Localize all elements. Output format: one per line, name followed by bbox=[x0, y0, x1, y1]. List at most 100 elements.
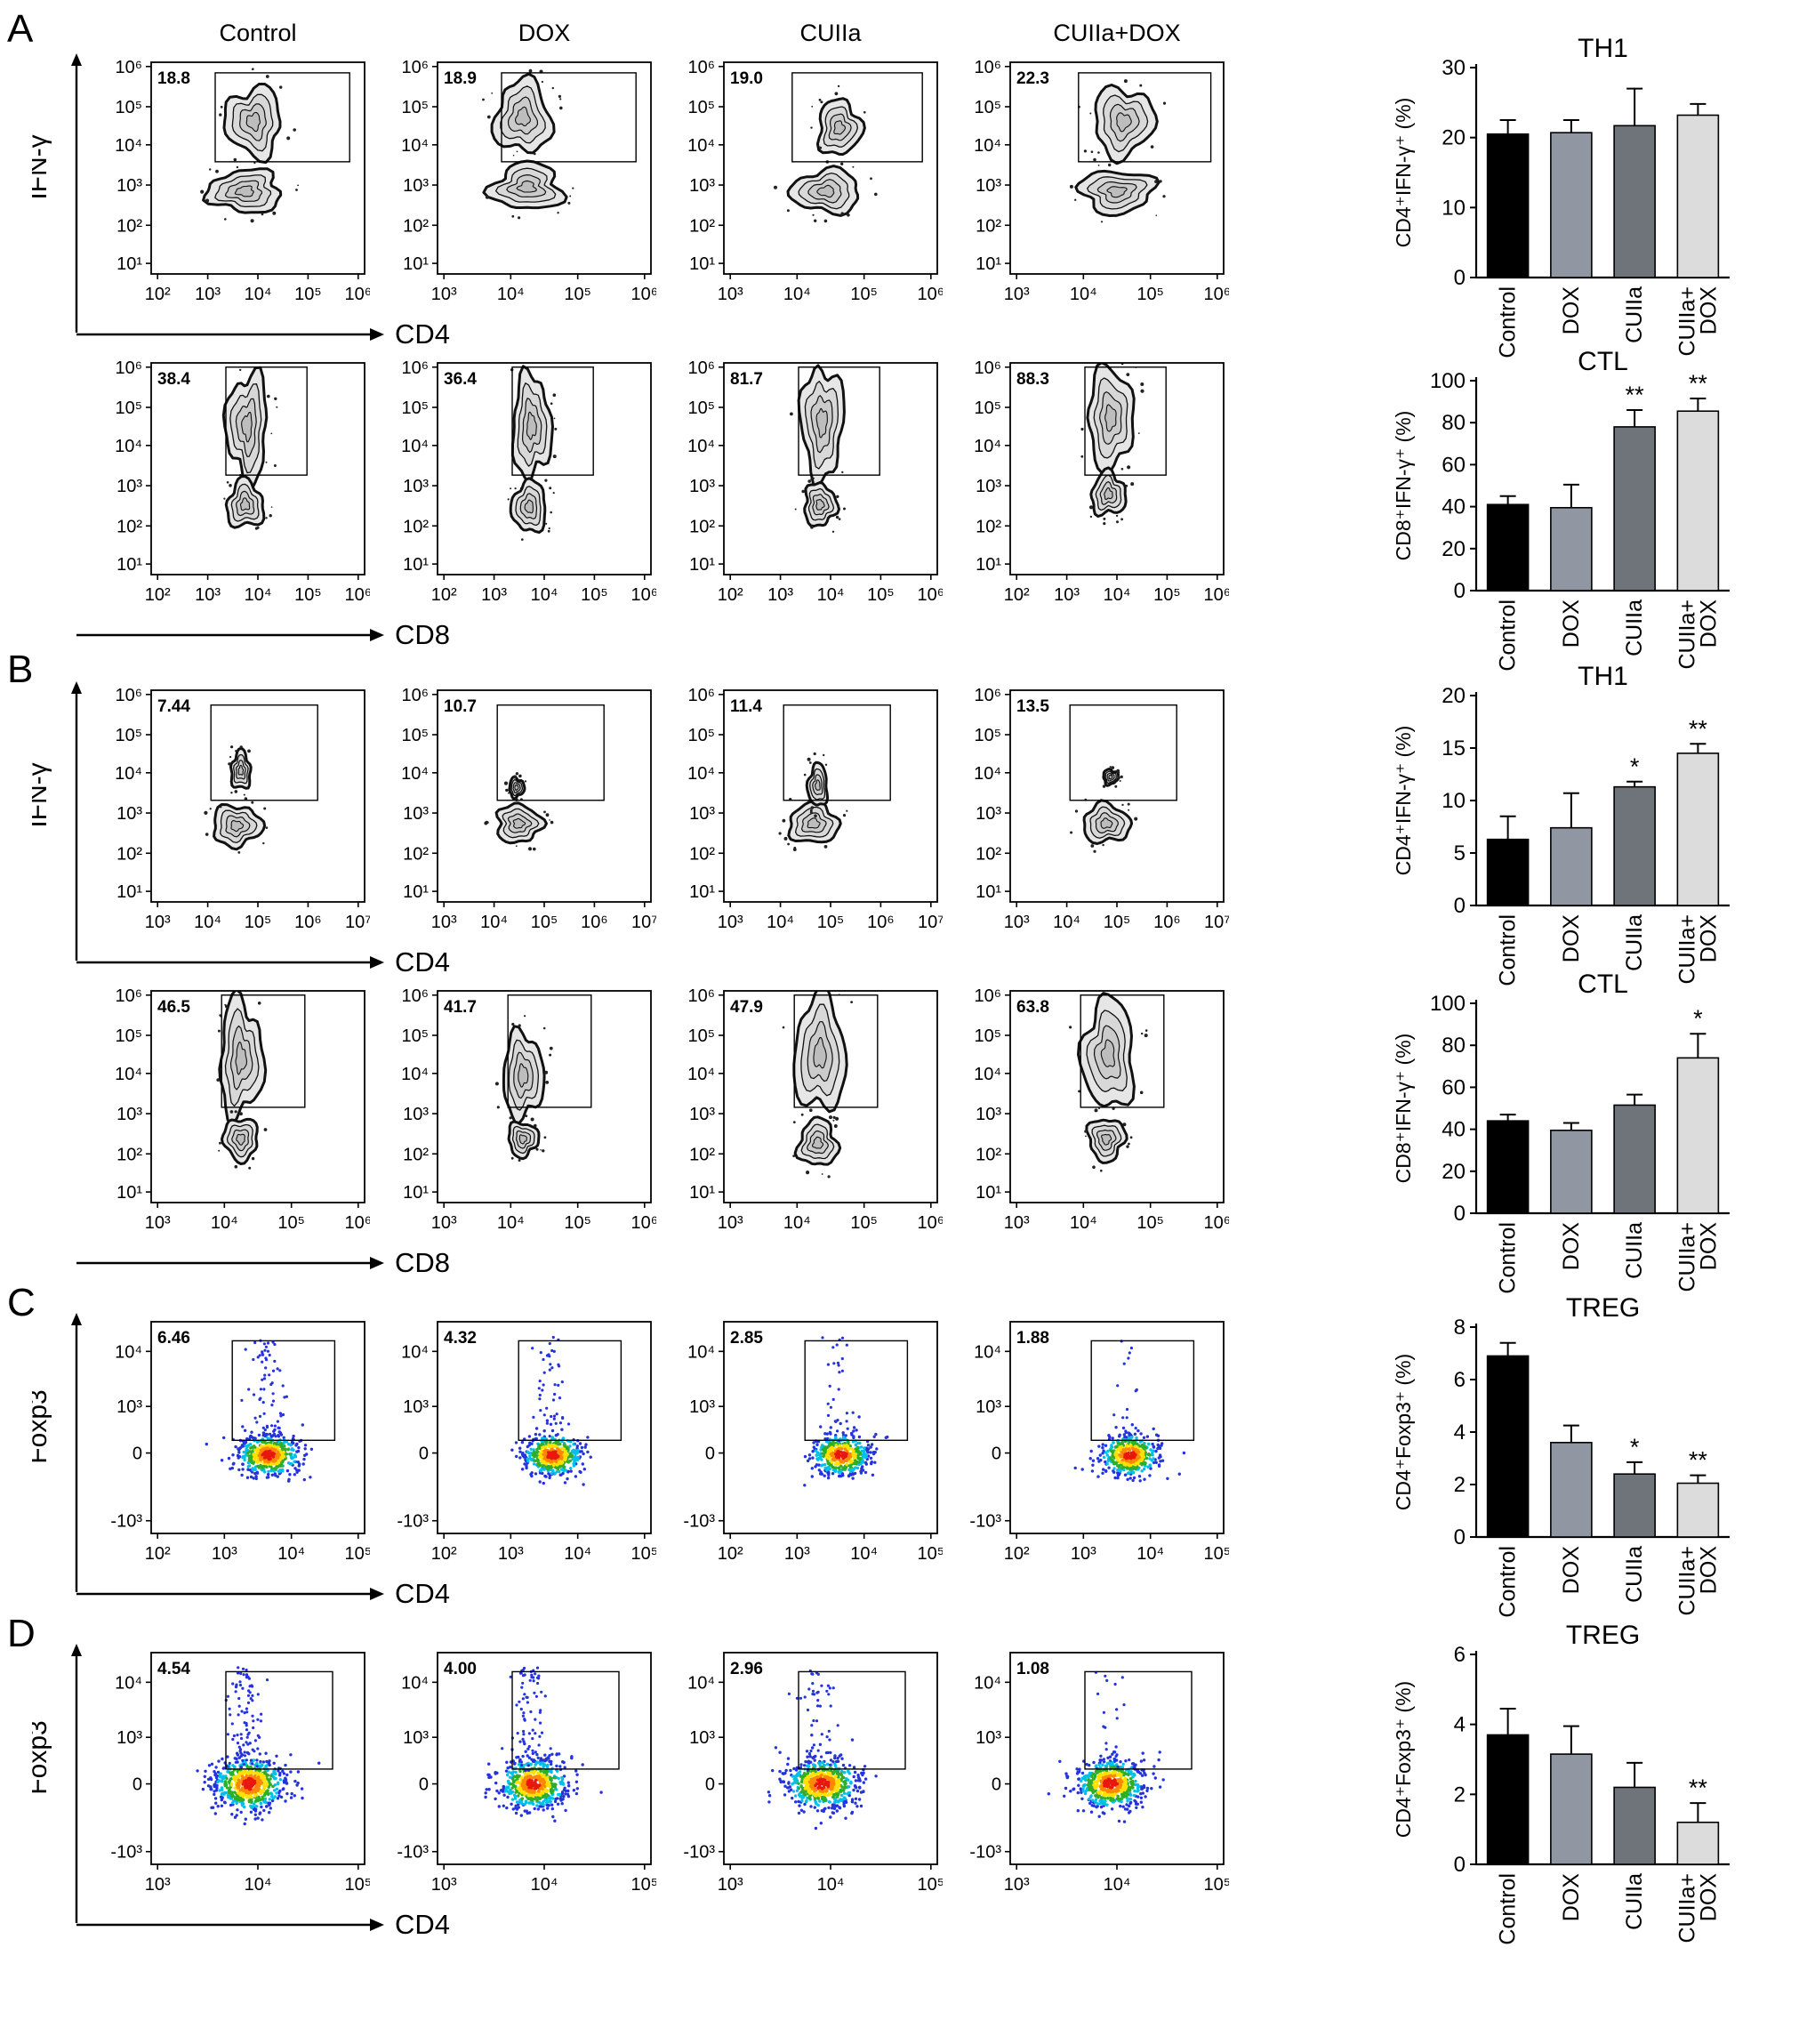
arrow-right-icon bbox=[370, 1919, 384, 1931]
y-tick-label: 10⁵ bbox=[974, 398, 1001, 418]
x-tick-label: 10⁵ bbox=[294, 285, 322, 304]
gate-percentage: 63.8 bbox=[1016, 998, 1049, 1017]
plot-content bbox=[484, 1666, 603, 1823]
gate-percentage: 18.9 bbox=[444, 69, 477, 88]
y-tick-label: 0 bbox=[1454, 579, 1466, 603]
plot-frame bbox=[437, 689, 652, 903]
x-tick-label: 10⁶ bbox=[345, 285, 370, 304]
y-tick-label: 10⁶ bbox=[402, 58, 429, 77]
y-axis-title: CD4⁺Foxp3⁺ (%) bbox=[1392, 1681, 1415, 1838]
gate-percentage: 38.4 bbox=[157, 370, 190, 389]
gate-percentage: 36.4 bbox=[444, 370, 477, 389]
column-title-2: DOX bbox=[518, 20, 571, 46]
x-tick-label: 10⁵ bbox=[850, 1213, 878, 1233]
y-tick-label: 10¹ bbox=[689, 882, 715, 902]
x-tick-label: 10⁴ bbox=[850, 1544, 878, 1564]
gate-percentage: 19.0 bbox=[730, 69, 763, 88]
y-tick-label: 10⁴ bbox=[115, 136, 142, 156]
gate bbox=[221, 994, 306, 1108]
plot-frame bbox=[1009, 689, 1225, 903]
gate bbox=[225, 1670, 333, 1770]
y-tick-label: 10³ bbox=[689, 804, 715, 824]
x-tick-label: 10⁵ bbox=[345, 1544, 370, 1564]
y-tick-label: 0 bbox=[1454, 266, 1466, 290]
x-tick-label: 10⁶ bbox=[918, 1213, 943, 1233]
y-tick-label: -10³ bbox=[969, 1512, 1001, 1532]
category-label: CUIIa+ bbox=[1674, 1546, 1699, 1616]
category-label: DOX bbox=[1696, 1873, 1721, 1922]
gate-percentage: 47.9 bbox=[730, 998, 763, 1017]
y-tick-label: 10³ bbox=[403, 176, 429, 196]
x-tick-label: 10⁵ bbox=[245, 913, 272, 932]
bar-control bbox=[1486, 133, 1530, 278]
x-tick-label: 10³ bbox=[1004, 1213, 1030, 1233]
x-tick-label: 10⁵ bbox=[850, 285, 878, 304]
y-tick-label: -10³ bbox=[683, 1843, 715, 1863]
gate bbox=[231, 1340, 336, 1441]
gate bbox=[804, 1340, 909, 1441]
x-tick-label: 10⁴ bbox=[767, 913, 794, 932]
x-tick-label: 10⁶ bbox=[581, 913, 607, 932]
bar-cuiia+dox bbox=[1676, 1482, 1720, 1538]
y-tick-label: 10² bbox=[116, 216, 142, 236]
bar-control bbox=[1486, 838, 1530, 906]
x-axis-label: CD4 bbox=[395, 1578, 450, 1609]
x-tick-label: 10⁵ bbox=[581, 585, 608, 605]
plot-content bbox=[510, 1335, 592, 1486]
bar-dox bbox=[1550, 506, 1593, 591]
y-tick-label: 10³ bbox=[116, 1397, 142, 1417]
y-tick-label: 0 bbox=[133, 1775, 142, 1795]
contour-cluster bbox=[503, 772, 527, 801]
x-tick-label: 10⁶ bbox=[867, 913, 894, 932]
gate bbox=[507, 994, 592, 1108]
y-tick-label: 0 bbox=[992, 1444, 1001, 1464]
x-tick-label: 10² bbox=[718, 1544, 743, 1564]
gate bbox=[798, 1670, 906, 1770]
y-tick-label: 0 bbox=[1454, 1202, 1466, 1226]
y-tick-label: 10⁵ bbox=[401, 98, 429, 117]
panel-label-b: B bbox=[7, 648, 34, 691]
gate-percentage: 46.5 bbox=[157, 998, 190, 1017]
x-tick-label: 10⁴ bbox=[1136, 1544, 1164, 1564]
x-tick-label: 10³ bbox=[195, 585, 221, 605]
y-tick-label: 0 bbox=[419, 1775, 429, 1795]
y-tick-label: 10² bbox=[689, 844, 715, 864]
y-tick-label: -10³ bbox=[397, 1843, 429, 1863]
plot-frame bbox=[723, 61, 938, 275]
contour-cluster bbox=[1069, 163, 1166, 223]
y-tick-label: 10² bbox=[976, 1145, 1001, 1164]
plot-content bbox=[1080, 363, 1144, 526]
bar-cuiia+dox bbox=[1676, 752, 1720, 906]
y-tick-label: 4 bbox=[1454, 1420, 1466, 1444]
gate-percentage: 6.46 bbox=[157, 1329, 190, 1348]
category-label: CUIIa bbox=[1622, 914, 1647, 971]
y-tick-label: 10⁶ bbox=[116, 58, 142, 77]
y-tick-label: 10¹ bbox=[403, 555, 429, 575]
bar-control bbox=[1486, 503, 1530, 591]
x-tick-label: 10³ bbox=[718, 1875, 743, 1895]
contour-cluster bbox=[228, 745, 253, 801]
x-tick-label: 10³ bbox=[718, 913, 743, 932]
x-tick-label: 10⁶ bbox=[631, 585, 656, 605]
bar-cuiia bbox=[1613, 1473, 1656, 1538]
y-tick-label: 10² bbox=[689, 1145, 715, 1164]
x-tick-label: 10⁵ bbox=[1204, 1544, 1229, 1564]
y-tick-label: 10⁴ bbox=[687, 437, 715, 456]
y-tick-label: 10² bbox=[976, 216, 1001, 236]
arrow-up-icon bbox=[71, 1644, 82, 1656]
gate-percentage: 88.3 bbox=[1016, 370, 1049, 389]
x-tick-label: 10⁵ bbox=[1204, 1875, 1229, 1895]
gate bbox=[1080, 994, 1165, 1108]
gate bbox=[1078, 72, 1212, 163]
gate bbox=[798, 366, 880, 476]
y-tick-label: 10⁴ bbox=[687, 1673, 715, 1693]
y-axis-title: CD8⁺IFN-γ⁺ (%) bbox=[1392, 1034, 1415, 1184]
y-tick-label: 60 bbox=[1442, 1075, 1466, 1099]
gate-percentage: 1.88 bbox=[1016, 1329, 1049, 1348]
y-tick-label: 10² bbox=[403, 1145, 429, 1164]
